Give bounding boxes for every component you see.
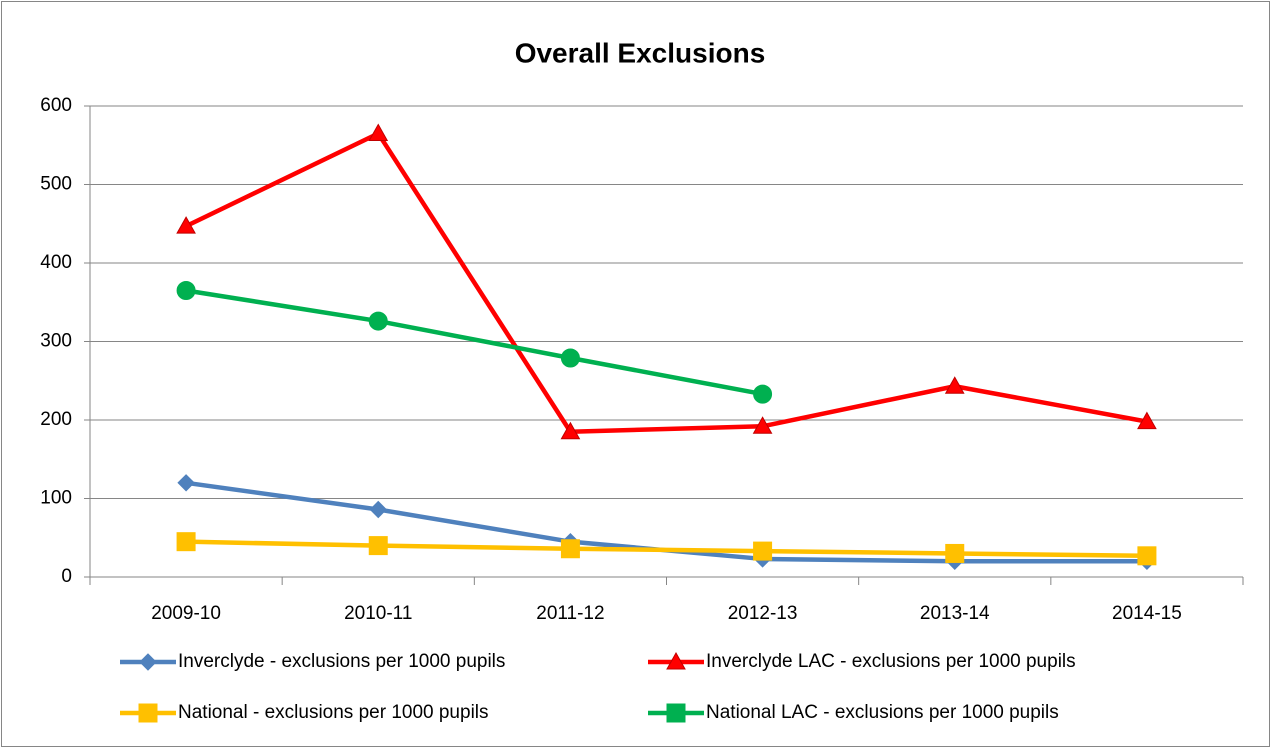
marker-square [1137, 546, 1157, 566]
marker-triangle [1137, 411, 1157, 430]
legend-label: Inverclyde - exclusions per 1000 pupils [178, 651, 505, 672]
x-tick-label: 2014-15 [1112, 603, 1182, 624]
series-line [185, 288, 763, 397]
y-tick-label: 600 [40, 95, 72, 116]
y-tick-label: 500 [40, 174, 72, 195]
marker-circle [753, 384, 773, 404]
marker-triangle [666, 651, 686, 670]
x-tick-label: 2013-14 [920, 603, 990, 624]
x-tick-label: 2011-12 [536, 603, 604, 624]
y-tick-label: 400 [40, 252, 72, 273]
marker-square [560, 539, 580, 559]
y-tick-label: 200 [40, 409, 72, 430]
marker-triangle [560, 421, 581, 440]
marker-square [138, 703, 158, 723]
marker-diamond [369, 500, 387, 519]
legend-label: Inverclyde LAC - exclusions per 1000 pup… [706, 651, 1076, 672]
legend-label: National LAC - exclusions per 1000 pupil… [706, 702, 1059, 723]
series-line [186, 539, 1147, 559]
chart-title: Overall Exclusions [515, 37, 766, 68]
series-line [185, 131, 1148, 435]
marker-triangle [752, 416, 773, 434]
marker-triangle [368, 123, 389, 141]
marker-circle [176, 280, 196, 300]
y-tick-label: 300 [40, 331, 72, 352]
marker-square [176, 532, 196, 552]
marker-circle [560, 348, 580, 368]
y-tick-label: 0 [61, 566, 72, 587]
marker-triangle [944, 376, 965, 394]
marker-square [666, 703, 686, 723]
marker-square [753, 541, 773, 561]
marker-circle [368, 311, 388, 331]
marker-diamond [177, 474, 195, 492]
legend-label: National - exclusions per 1000 pupils [178, 702, 489, 723]
marker-triangle [176, 216, 196, 234]
x-tick-label: 2012-13 [728, 603, 798, 624]
marker-square [368, 536, 388, 556]
marker-square [945, 543, 965, 563]
x-tick-label: 2010-11 [344, 603, 412, 624]
x-tick-label: 2009-10 [151, 603, 221, 624]
y-tick-label: 100 [40, 488, 72, 509]
marker-diamond [139, 653, 157, 671]
